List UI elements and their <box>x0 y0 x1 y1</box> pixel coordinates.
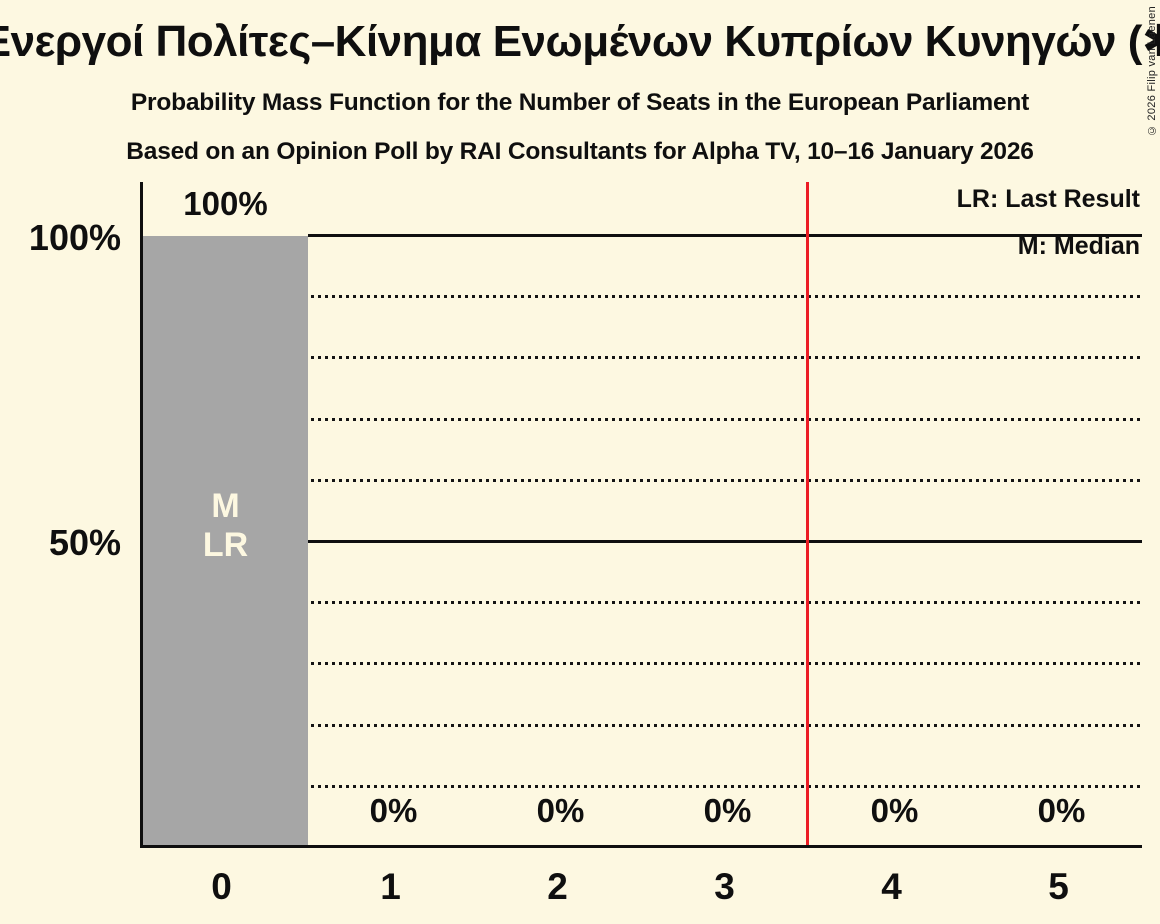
chart-subtitle: Probability Mass Function for the Number… <box>130 89 1030 116</box>
gridline-10-dotted <box>143 785 1142 788</box>
last-result-threshold-line <box>806 182 809 845</box>
legend-median: M: Median <box>1017 232 1140 260</box>
bar-value-label-1: 0% <box>369 792 418 829</box>
last-result-marker: LR <box>202 526 249 564</box>
x-axis-tick-2: 2 <box>547 866 568 907</box>
gridline-20-dotted <box>143 724 1142 727</box>
copyright-text: © 2026 Filip van Laenen <box>1146 6 1158 137</box>
bar-value-label-0: 100% <box>183 185 268 222</box>
gridline-100-solid <box>308 234 1142 237</box>
gridline-60-dotted <box>143 479 1142 482</box>
chart-title: Ενεργοί Πολίτες–Κίνημα Ενωμένων Κυπρίων … <box>0 17 1160 66</box>
x-axis-tick-1: 1 <box>380 866 401 907</box>
bar-value-label-2: 0% <box>536 792 585 829</box>
chart-source-line: Based on an Opinion Poll by RAI Consulta… <box>126 138 1034 165</box>
gridline-70-dotted <box>143 418 1142 421</box>
bar-value-label-5: 0% <box>1037 792 1086 829</box>
plot-area: M LR 100% 0% 0% 0% 0% 0% <box>140 182 1142 848</box>
y-axis-tick-50: 50% <box>48 522 121 563</box>
x-axis-tick-3: 3 <box>714 866 735 907</box>
bar-seats-0 <box>143 236 308 845</box>
gridline-90-dotted <box>143 295 1142 298</box>
gridline-80-dotted <box>143 356 1142 359</box>
y-axis-tick-100: 100% <box>28 217 121 258</box>
x-axis-tick-4: 4 <box>881 866 902 907</box>
median-marker: M <box>211 487 240 525</box>
x-axis-tick-5: 5 <box>1048 866 1069 907</box>
legend-last-result: LR: Last Result <box>956 185 1140 213</box>
x-axis-tick-0: 0 <box>211 866 232 907</box>
bar-value-label-4: 0% <box>870 792 919 829</box>
bar-value-label-3: 0% <box>703 792 752 829</box>
gridline-40-dotted <box>143 601 1142 604</box>
gridline-50-solid <box>143 540 1142 543</box>
bar-annotation-median-last-result: M LR <box>143 487 308 565</box>
gridline-30-dotted <box>143 662 1142 665</box>
